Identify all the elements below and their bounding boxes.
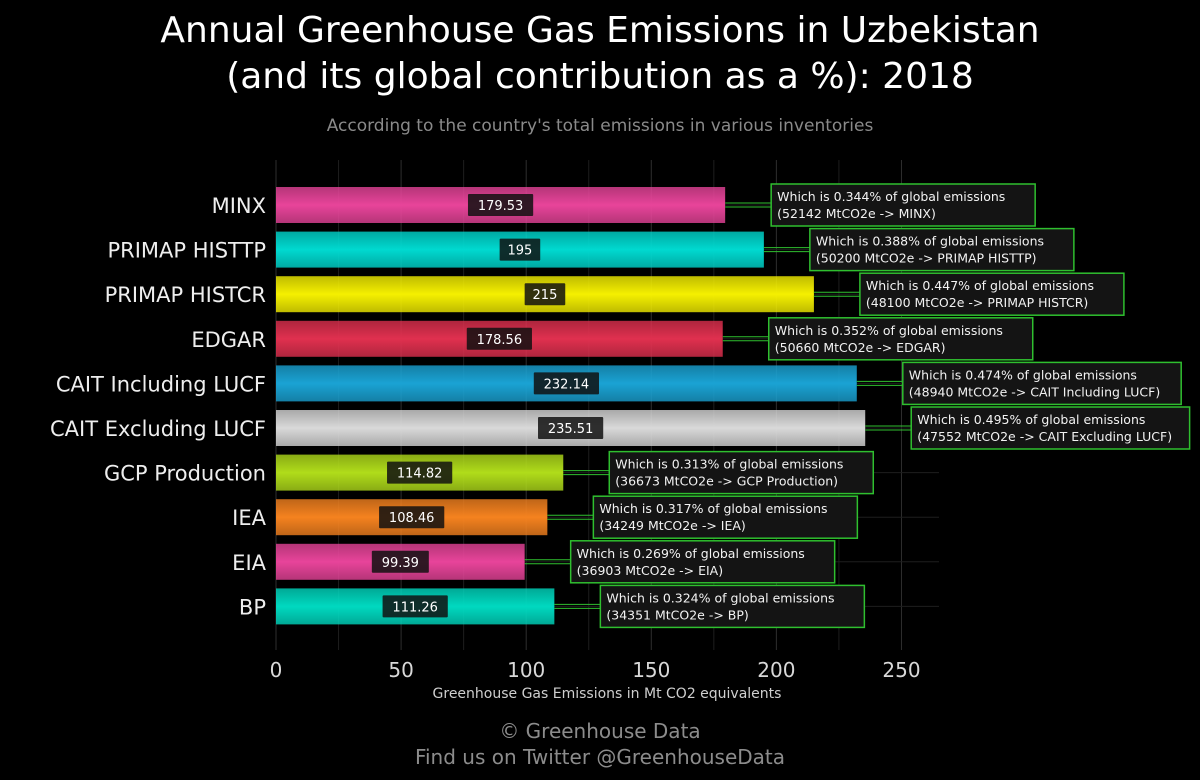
category-label: IEA	[232, 506, 266, 530]
category-label: CAIT Including LUCF	[56, 372, 266, 396]
annotation-box	[910, 406, 1191, 450]
value-label-box	[538, 417, 604, 439]
value-label: 114.82	[397, 467, 443, 482]
x-tick-label: 100	[507, 658, 545, 682]
annotation-box	[608, 450, 875, 495]
annotation-line-1: Which is 0.344% of global emissions	[777, 189, 1005, 204]
category-label: GCP Production	[104, 462, 266, 486]
annotation-line-2: (50660 MtCO2e -> EDGAR)	[775, 340, 946, 355]
value-label: 195	[508, 244, 533, 259]
chart-subtitle: According to the country's total emissio…	[326, 116, 874, 136]
category-label: MINX	[212, 194, 266, 218]
value-label: 232.14	[544, 377, 590, 392]
value-label: 235.51	[548, 422, 594, 437]
annotation-line-2: (36903 MtCO2e -> EIA)	[577, 563, 723, 578]
x-tick-label: 150	[632, 658, 670, 682]
footer: © Greenhouse Data Find us on Twitter @Gr…	[0, 718, 1200, 770]
annotation-line-1: Which is 0.269% of global emissions	[577, 546, 805, 561]
value-label: 111.26	[392, 600, 438, 615]
x-tick-label: 0	[270, 658, 283, 682]
x-tick-label: 250	[882, 658, 920, 682]
annotation-box	[569, 540, 836, 584]
annotation-line-1: Which is 0.495% of global emissions	[917, 412, 1145, 427]
annotation-box	[599, 584, 866, 629]
value-label: 179.53	[478, 199, 524, 214]
annotation-line-2: (36673 MtCO2e -> GCP Production)	[615, 474, 838, 489]
annotation-line-1: Which is 0.324% of global emissions	[606, 590, 834, 605]
value-label: 108.46	[389, 511, 435, 526]
annotation-line-2: (52142 MtCO2e -> MINX)	[777, 206, 936, 221]
x-tick-label: 50	[388, 658, 413, 682]
annotation-box	[902, 361, 1182, 406]
annotation-box	[767, 317, 1034, 361]
annotation-box	[592, 495, 859, 539]
annotation-line-2: (34351 MtCO2e -> BP)	[606, 607, 748, 622]
value-label-box	[371, 550, 429, 573]
chart-title: Annual Greenhouse Gas Emissions in Uzbek…	[0, 8, 1200, 100]
footer-twitter: Find us on Twitter @GreenhouseData	[414, 745, 786, 769]
annotation-line-2: (47552 MtCO2e -> CAIT Excluding LUCF)	[917, 429, 1172, 444]
value-label-box	[499, 238, 541, 261]
annotation-box	[809, 227, 1075, 272]
value-label: 99.39	[382, 556, 419, 571]
category-label: EIA	[232, 551, 266, 575]
value-label-box	[379, 506, 445, 529]
annotation-box	[770, 183, 1036, 227]
category-label: EDGAR	[191, 328, 266, 352]
value-label: 178.56	[477, 333, 523, 348]
value-label-box	[467, 194, 534, 216]
annotation-line-1: Which is 0.447% of global emissions	[866, 278, 1094, 293]
chart-title-line-2: (and its global contribution as a %): 20…	[226, 56, 974, 97]
annotation-line-2: (48940 MtCO2e -> CAIT Including LUCF)	[909, 384, 1160, 399]
footer-copyright: © Greenhouse Data	[499, 719, 701, 743]
annotation-box	[859, 272, 1125, 316]
annotation-line-2: (48100 MtCO2e -> PRIMAP HISTCR)	[866, 295, 1088, 310]
annotation-line-1: Which is 0.388% of global emissions	[816, 234, 1044, 249]
annotation-line-2: (50200 MtCO2e -> PRIMAP HISTTP)	[816, 251, 1037, 266]
category-label: PRIMAP HISTCR	[105, 283, 266, 307]
category-label: PRIMAP HISTTP	[107, 239, 266, 263]
value-label-box	[533, 372, 599, 395]
annotation-line-2: (34249 MtCO2e -> IEA)	[599, 518, 745, 533]
category-label: CAIT Excluding LUCF	[50, 417, 266, 441]
annotation-line-1: Which is 0.352% of global emissions	[775, 323, 1003, 338]
category-label: BP	[239, 595, 266, 619]
value-label-box	[524, 283, 566, 306]
value-label-box	[382, 595, 448, 618]
value-label: 215	[533, 288, 558, 303]
x-axis-label: Greenhouse Gas Emissions in Mt CO2 equiv…	[433, 686, 782, 702]
chart-title-line-1: Annual Greenhouse Gas Emissions in Uzbek…	[160, 10, 1040, 51]
value-label-box	[387, 461, 453, 484]
x-tick-label: 200	[757, 658, 795, 682]
annotation-line-1: Which is 0.474% of global emissions	[909, 367, 1137, 382]
value-label-box	[466, 327, 532, 350]
annotation-line-1: Which is 0.313% of global emissions	[615, 457, 843, 472]
annotation-line-1: Which is 0.317% of global emissions	[599, 501, 827, 516]
